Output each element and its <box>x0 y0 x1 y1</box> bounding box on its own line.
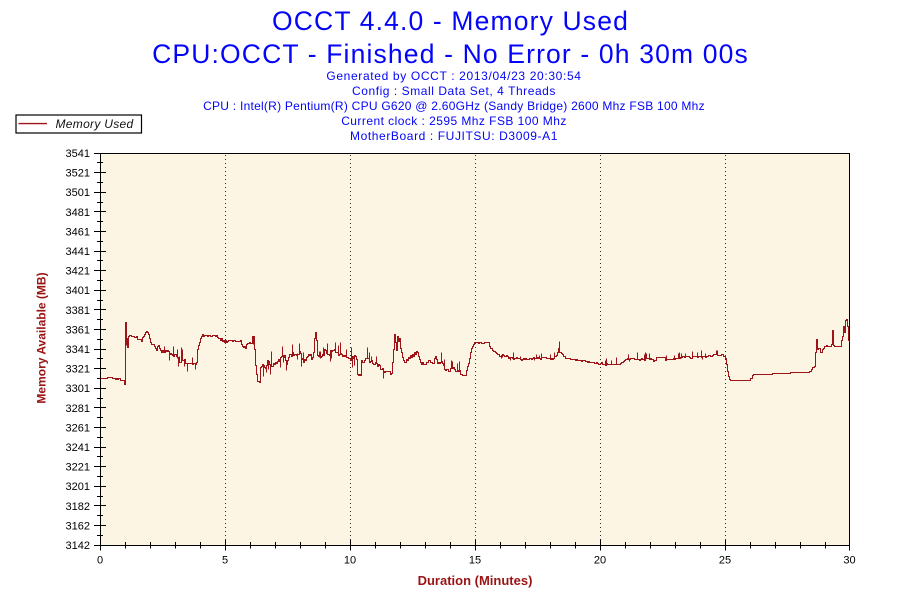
svg-text:3241: 3241 <box>66 442 90 454</box>
svg-text:10: 10 <box>344 555 356 567</box>
svg-text:3441: 3441 <box>66 246 90 258</box>
svg-text:3541: 3541 <box>66 148 90 160</box>
svg-text:3361: 3361 <box>66 324 90 336</box>
svg-text:3401: 3401 <box>66 285 90 297</box>
svg-text:3182: 3182 <box>66 501 90 513</box>
svg-text:25: 25 <box>719 555 731 567</box>
svg-text:Memory Used: Memory Used <box>56 117 134 131</box>
svg-text:3341: 3341 <box>66 344 90 356</box>
svg-text:3142: 3142 <box>66 540 90 552</box>
svg-text:3321: 3321 <box>66 364 90 376</box>
svg-text:3381: 3381 <box>66 305 90 317</box>
svg-text:3421: 3421 <box>66 266 90 278</box>
svg-text:3221: 3221 <box>66 462 90 474</box>
svg-text:30: 30 <box>843 555 855 567</box>
svg-text:3501: 3501 <box>66 187 90 199</box>
svg-text:3301: 3301 <box>66 383 90 395</box>
svg-text:15: 15 <box>469 555 481 567</box>
svg-text:0: 0 <box>97 555 103 567</box>
svg-text:3521: 3521 <box>66 168 90 180</box>
svg-text:3481: 3481 <box>66 207 90 219</box>
svg-text:3201: 3201 <box>66 481 90 493</box>
svg-text:3261: 3261 <box>66 422 90 434</box>
svg-text:5: 5 <box>222 555 228 567</box>
svg-text:3461: 3461 <box>66 226 90 238</box>
svg-text:20: 20 <box>594 555 606 567</box>
svg-text:Memory Available (MB): Memory Available (MB) <box>35 272 49 403</box>
svg-text:3162: 3162 <box>66 520 90 532</box>
svg-text:3281: 3281 <box>66 403 90 415</box>
svg-text:Duration (Minutes): Duration (Minutes) <box>418 573 533 588</box>
